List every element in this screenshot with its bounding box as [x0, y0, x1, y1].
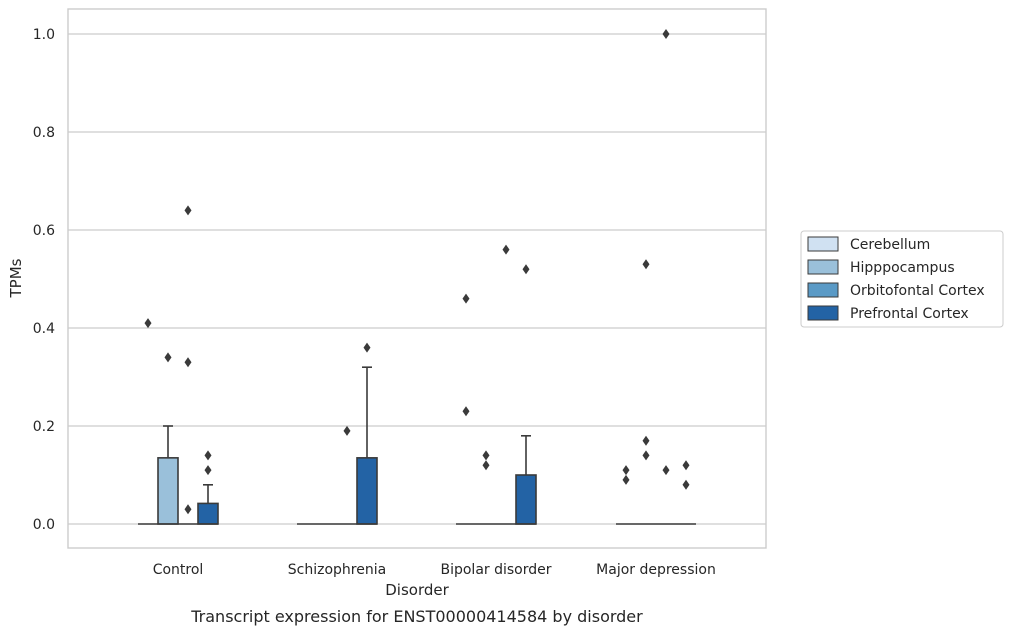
box: [197, 502, 219, 525]
legend: Cerebellum Hipppocampus Orbitofontal Corte…: [800, 230, 1004, 328]
box-group: [636, 259, 656, 525]
box: [157, 457, 179, 525]
legend-label: Prefrontal Cortex: [850, 306, 969, 322]
box-group: [515, 264, 537, 525]
x-tick-label: Bipolar disorder: [440, 562, 551, 578]
box: [515, 474, 537, 525]
outlier-point: [662, 465, 670, 476]
outlier-point: [204, 450, 212, 461]
outlier-point: [184, 504, 192, 515]
box-group: [197, 450, 219, 525]
legend-label: Hipppocampus: [850, 260, 955, 276]
outlier-point: [522, 264, 530, 275]
y-tick-label: 0.6: [33, 223, 55, 239]
x-tick-labels: Control Schizophrenia Bipolar disorder Majo…: [153, 562, 716, 578]
chart-caption: Transcript expression for ENST0000041458…: [190, 607, 643, 626]
outlier-point: [662, 29, 670, 39]
outlier-point: [502, 244, 510, 255]
box-plot-marks: [138, 29, 696, 525]
y-tick-label: 0.0: [33, 517, 55, 533]
x-tick-label: Schizophrenia: [288, 562, 386, 578]
outlier-point: [343, 425, 351, 436]
box-group: [356, 342, 378, 525]
outlier-point: [363, 342, 371, 353]
plot-frame: [67, 8, 767, 549]
box-group: [616, 465, 636, 525]
outlier-point: [144, 318, 152, 329]
box-group: [656, 29, 676, 525]
legend-label: Orbitofontal Cortex: [850, 283, 985, 299]
box-group: [337, 425, 357, 525]
outlier-point: [642, 435, 650, 446]
y-tick-label: 0.8: [33, 125, 55, 141]
legend-swatch: [807, 236, 839, 252]
box-group: [456, 293, 476, 525]
outlier-point: [164, 352, 172, 363]
y-tick-labels: 0.0 0.2 0.4 0.6 0.8 1.0: [33, 27, 55, 533]
x-tick-label: Control: [153, 562, 204, 578]
outlier-point: [642, 259, 650, 270]
outlier-point: [184, 205, 192, 216]
box-group: [178, 205, 198, 525]
outlier-point: [682, 460, 690, 471]
y-tick-label: 0.2: [33, 419, 55, 435]
legend-frame: [800, 230, 1004, 328]
grid-lines: [68, 33, 766, 525]
y-tick-label: 0.4: [33, 321, 55, 337]
box: [356, 457, 378, 525]
legend-swatch: [807, 282, 839, 298]
outlier-point: [204, 465, 212, 476]
box-group: [157, 352, 179, 525]
y-tick-label: 1.0: [33, 27, 55, 43]
outlier-point: [682, 479, 690, 490]
outlier-point: [622, 474, 630, 485]
outlier-point: [462, 293, 470, 304]
outlier-point: [642, 450, 650, 461]
x-tick-label: Major depression: [596, 562, 716, 578]
box-group: [496, 244, 516, 525]
outlier-point: [622, 465, 630, 476]
legend-label: Cerebellum: [850, 237, 930, 253]
outlier-point: [462, 406, 470, 417]
outlier-point: [482, 450, 490, 461]
box-group: [138, 318, 158, 525]
box-group: [676, 460, 696, 525]
box-group: [476, 450, 496, 525]
legend-swatch: [807, 259, 839, 275]
y-axis-label: TPMs: [7, 258, 25, 298]
legend-swatch: [807, 305, 839, 321]
outlier-point: [184, 357, 192, 368]
x-axis-label: Disorder: [385, 581, 449, 599]
outlier-point: [482, 460, 490, 471]
